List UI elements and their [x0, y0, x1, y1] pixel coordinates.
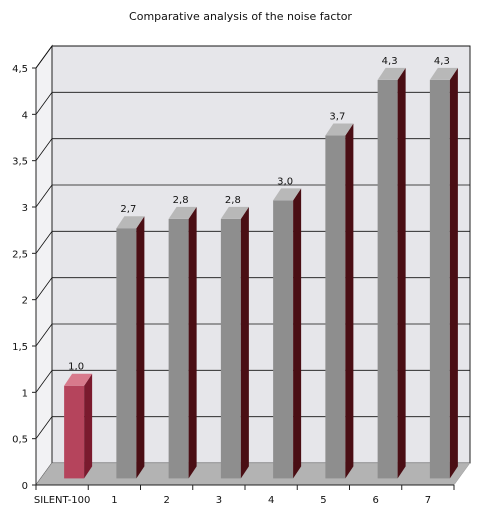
bar-top — [168, 206, 197, 219]
bar-side — [397, 67, 406, 479]
bar-side — [188, 206, 197, 479]
x-tick-label: 1 — [111, 495, 117, 506]
x-tick-label: 6 — [372, 495, 378, 506]
bar-top — [325, 123, 354, 136]
bar — [168, 218, 189, 479]
x-tick-label: 7 — [425, 495, 431, 506]
bar — [325, 135, 346, 479]
gridline-diag — [35, 184, 53, 208]
gridline-diag — [35, 92, 53, 115]
back-wall — [51, 45, 471, 464]
gridline-diag — [35, 231, 53, 254]
bar-top — [220, 206, 249, 219]
bar-side — [136, 216, 145, 479]
chart-title: Comparative analysis of the noise factor — [129, 10, 352, 23]
gridline-diag — [35, 277, 53, 300]
bar-side — [345, 123, 354, 479]
bar-top — [116, 216, 145, 229]
bar — [116, 228, 137, 479]
bar-side — [240, 206, 249, 479]
x-tick-label: 5 — [320, 495, 326, 506]
data-label: 3,0 — [277, 176, 293, 187]
y-tick-label: 0,5 — [12, 435, 28, 446]
data-label: 2,8 — [173, 195, 189, 206]
data-label: 3,7 — [329, 112, 345, 123]
bar-side — [293, 188, 302, 479]
y-tick-label: 4,5 — [12, 64, 28, 75]
bar — [429, 79, 450, 479]
bar-side — [84, 373, 93, 479]
y-tick-label: 1 — [22, 388, 28, 399]
x-tick-label: 2 — [163, 495, 169, 506]
data-label: 2,8 — [225, 195, 241, 206]
data-label: 2,7 — [120, 204, 136, 215]
y-tick-label: 3,5 — [12, 157, 28, 168]
bar — [220, 218, 241, 479]
y-tick-label: 2,5 — [12, 249, 28, 260]
gridline-diag — [35, 45, 53, 69]
x-tick-label: SILENT-100 — [34, 495, 91, 506]
side-wall — [35, 44, 53, 487]
bar-side — [449, 67, 458, 479]
data-label: 1,0 — [68, 362, 84, 373]
y-tick-label: 3 — [22, 203, 28, 214]
bar-top — [64, 373, 93, 386]
y-tick-label: 4 — [22, 110, 28, 121]
gridline-diag — [35, 323, 53, 347]
bar-top — [429, 67, 458, 80]
gridline-diag — [35, 138, 53, 161]
data-label: 4,3 — [434, 56, 450, 67]
y-tick-label: 2 — [22, 296, 28, 307]
bar-top — [377, 67, 406, 80]
bar — [377, 79, 398, 479]
bar — [64, 385, 85, 479]
gridline-diag — [35, 416, 53, 439]
bar-top — [273, 188, 302, 201]
data-label: 4,3 — [382, 56, 398, 67]
x-tick-label: 3 — [216, 495, 222, 506]
x-tick-label: 4 — [268, 495, 274, 506]
y-tick-label: 0 — [22, 481, 28, 492]
gridline-diag — [35, 370, 53, 393]
bar — [273, 200, 294, 479]
y-tick-label: 1,5 — [12, 342, 28, 353]
